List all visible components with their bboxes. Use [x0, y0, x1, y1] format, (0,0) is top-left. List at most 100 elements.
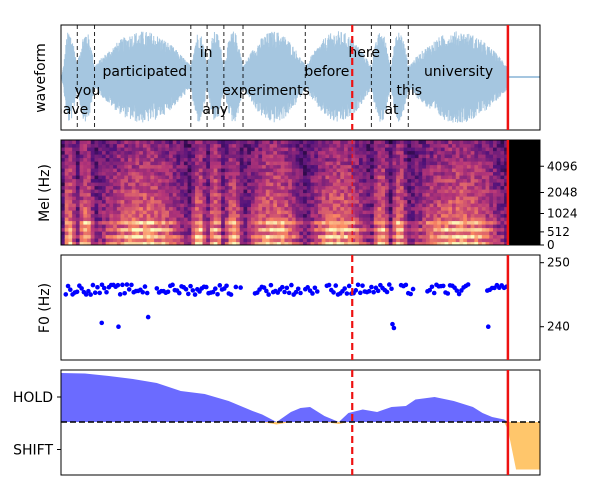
mel-cell: [321, 164, 327, 169]
mel-cell: [161, 175, 166, 180]
mel-cell: [79, 143, 84, 148]
mel-cell: [83, 189, 88, 194]
mel-cell: [481, 147, 487, 152]
mel-cell: [500, 196, 505, 201]
mel-cell: [418, 206, 423, 211]
mel-cell: [493, 175, 498, 180]
mel-cell: [422, 199, 427, 204]
mel-cell: [258, 189, 263, 194]
mel-cell: [258, 150, 263, 155]
mel-cell: [425, 161, 431, 166]
mel-cell: [399, 241, 405, 245]
mel-cell: [396, 157, 401, 162]
mel-cell: [146, 241, 151, 245]
mel-cell: [150, 157, 155, 162]
mel-cell: [351, 143, 356, 148]
mel-cell: [176, 241, 181, 245]
mel-cell: [98, 217, 103, 222]
mel-cell: [377, 227, 382, 232]
mel-cell: [135, 178, 140, 183]
mel-cell: [329, 210, 334, 215]
mel-cell: [399, 182, 405, 187]
mel-cell: [105, 143, 111, 148]
mel-cell: [403, 164, 408, 169]
mel-cell: [64, 241, 70, 245]
mel-cell: [284, 189, 289, 194]
f0-point: [357, 290, 363, 296]
word-label: have: [54, 102, 88, 118]
mel-cell: [116, 217, 122, 222]
mel-cell: [385, 154, 390, 159]
mel-cell: [239, 171, 245, 176]
mel-cell: [176, 143, 181, 148]
mel-cell: [347, 168, 353, 173]
f0-point: [99, 282, 105, 288]
mel-cell: [124, 224, 129, 229]
mel-cell: [425, 178, 431, 183]
mel-cell: [358, 227, 364, 232]
mel-cell: [135, 171, 140, 176]
mel-cell: [362, 220, 367, 225]
mel-cell: [87, 189, 92, 194]
mel-cell: [440, 210, 446, 215]
mel-cell: [98, 192, 103, 197]
mel-cell: [228, 199, 233, 204]
mel-cell: [124, 217, 129, 222]
mel-cell: [336, 213, 341, 218]
mel-cell: [239, 140, 245, 145]
mel-cell: [295, 234, 300, 239]
mel-cell: [321, 185, 327, 190]
mel-cell: [109, 213, 114, 218]
mel-cell: [105, 220, 111, 225]
mel-cell: [176, 224, 181, 229]
mel-cell: [496, 224, 502, 229]
mel-cell: [414, 213, 420, 218]
mel-cell: [351, 178, 356, 183]
mel-cell: [459, 185, 464, 190]
mel-cell: [105, 224, 111, 229]
mel-cell: [120, 154, 125, 159]
mel-cell: [68, 147, 73, 152]
mel-cell: [157, 164, 163, 169]
mel-cell: [351, 175, 356, 180]
mel-cell: [198, 140, 204, 145]
mel-cell: [75, 203, 81, 208]
mel-cell: [496, 175, 502, 180]
mel-cell: [273, 157, 278, 162]
mel-cell: [239, 234, 245, 239]
mel-cell: [317, 189, 323, 194]
mel-cell: [332, 206, 338, 211]
mel-cell: [72, 150, 77, 155]
mel-cell: [120, 213, 125, 218]
mel-cell: [258, 231, 263, 236]
mel-cell: [139, 192, 144, 197]
mel-cell: [478, 140, 483, 145]
mel-cell: [183, 217, 189, 222]
mel-cell: [87, 220, 92, 225]
mel-cell: [262, 182, 267, 187]
mel-cell: [444, 157, 449, 162]
mel-cell: [414, 220, 420, 225]
mel-cell: [113, 147, 118, 152]
mel-cell: [362, 234, 367, 239]
mel-cell: [340, 143, 345, 148]
mel-cell: [437, 178, 442, 183]
mel-cell: [79, 227, 84, 232]
mel-cell: [247, 217, 252, 222]
mel-cell: [139, 175, 144, 180]
mel-cell: [355, 238, 360, 243]
mel-cell: [310, 157, 315, 162]
mel-cell: [120, 217, 125, 222]
mel-cell: [280, 241, 286, 245]
mel-cell: [221, 196, 226, 201]
mel-cell: [314, 182, 319, 187]
mel-cell: [165, 157, 170, 162]
mel-cell: [411, 154, 416, 159]
mel-cell: [392, 241, 397, 245]
mel-cell: [265, 147, 271, 152]
mel-cell: [198, 206, 204, 211]
mel-cell: [429, 157, 435, 162]
mel-cell: [94, 224, 99, 229]
mel-cell: [437, 224, 442, 229]
mel-cell: [485, 199, 490, 204]
